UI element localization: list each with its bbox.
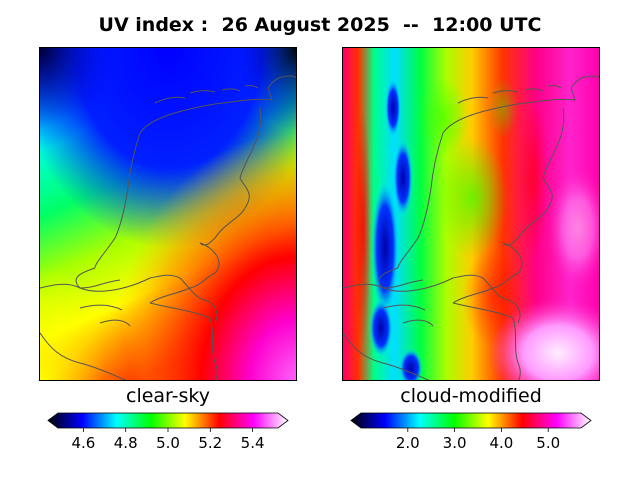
- cloud-modified-field: [343, 48, 599, 380]
- colorbar-tick-label: 4.6: [71, 434, 96, 452]
- colorbar-tick-label: 4.8: [113, 434, 138, 452]
- colorbar-body: [350, 412, 592, 429]
- cloud-modified-map: [342, 47, 600, 381]
- coastline: [40, 75, 296, 380]
- clear-sky-field: [40, 48, 296, 380]
- cloud-modified-colorbar: [350, 412, 592, 432]
- clear-sky-map: [39, 47, 297, 381]
- colorbar-tick-label: 3.0: [442, 434, 467, 452]
- colorbar-graphic: [47, 412, 289, 432]
- map-title: UV index : 26 August 2025 -- 12:00 UTC: [98, 14, 542, 36]
- colorbar-tick-label: 5.4: [240, 434, 265, 452]
- cloud-modified-label: cloud-modified: [400, 385, 542, 407]
- colorbar-graphic: [350, 412, 592, 432]
- colorbar-tick-label: 4.0: [489, 434, 514, 452]
- colorbar-tick-label: 2.0: [395, 434, 420, 452]
- clear-sky-label: clear-sky: [126, 385, 210, 407]
- colorbar-body: [47, 412, 289, 429]
- clear-sky-colorbar: [47, 412, 289, 432]
- colorbar-tick-label: 5.0: [156, 434, 180, 452]
- coastline: [343, 75, 599, 380]
- colorbar-tick-label: 5.2: [198, 434, 223, 452]
- colorbar-tick-label: 5.0: [536, 434, 561, 452]
